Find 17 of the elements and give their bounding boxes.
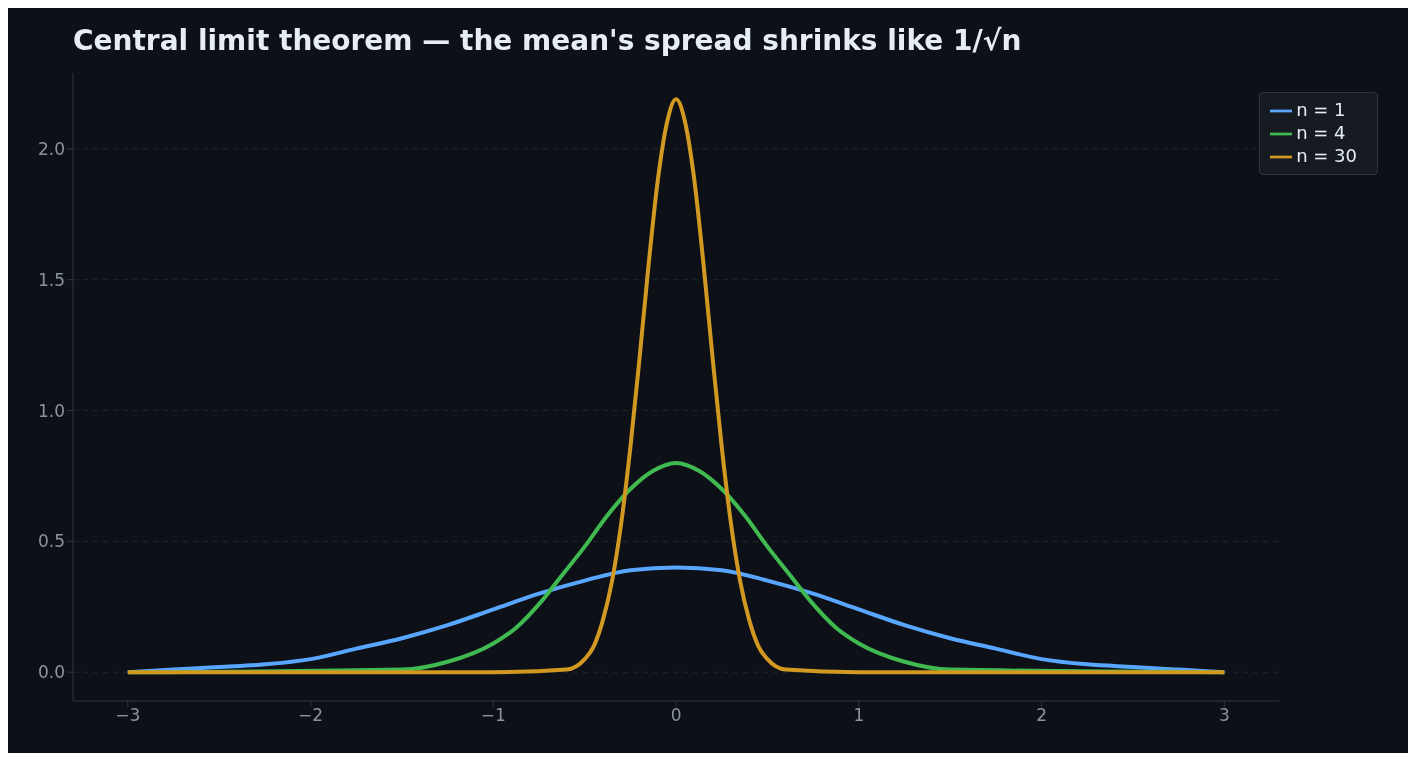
x-tick-label: −3 — [115, 705, 141, 726]
x-tick-label: −2 — [298, 705, 324, 726]
legend-label: n = 1 — [1296, 99, 1346, 120]
x-tick-label: 2 — [1036, 705, 1047, 726]
chart-title: Central limit theorem — the mean's spread shrinks like 1/√n — [73, 24, 1022, 57]
y-tick-label: 1.0 — [37, 400, 65, 421]
x-tick-label: 0 — [670, 705, 682, 726]
x-tick-label: 3 — [1218, 705, 1230, 726]
legend-label: n = 4 — [1296, 122, 1346, 143]
y-tick-label: 2.0 — [37, 138, 65, 159]
legend-label: n = 30 — [1296, 145, 1357, 166]
x-tick-label: −1 — [480, 705, 506, 726]
y-tick-label: 0.0 — [37, 662, 65, 683]
y-tick-label: 0.5 — [37, 531, 65, 552]
x-tick-label: 1 — [853, 705, 865, 726]
y-tick-label: 1.5 — [37, 269, 65, 290]
line-series — [125, 97, 1227, 675]
